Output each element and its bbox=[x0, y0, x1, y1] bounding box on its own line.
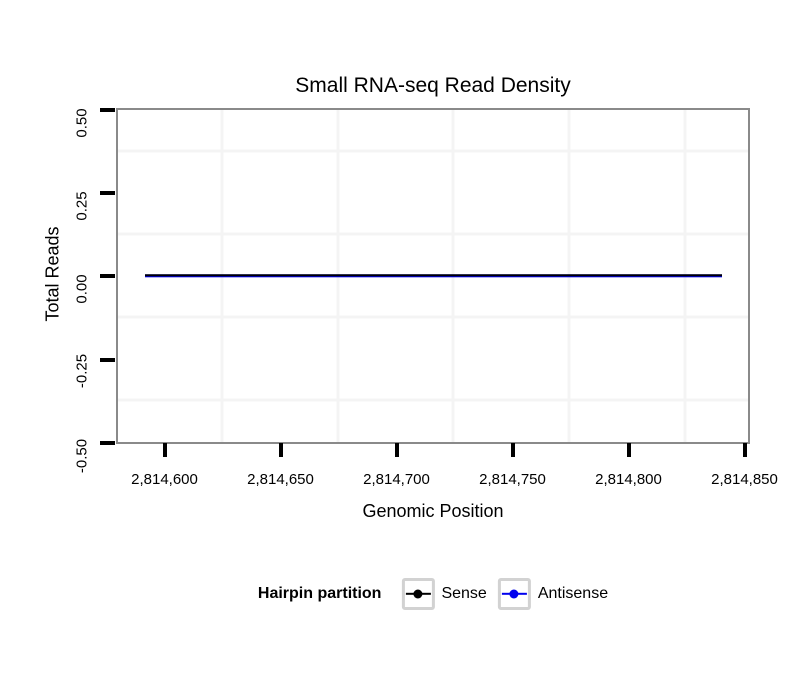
legend-label-antisense: Antisense bbox=[537, 585, 609, 602]
legend-key-sense bbox=[401, 578, 435, 610]
y-tick-label: 0.50 bbox=[73, 108, 91, 138]
x-tick bbox=[278, 443, 283, 457]
y-tick-label: -0.50 bbox=[73, 438, 91, 474]
y-tick-label: -0.25 bbox=[73, 353, 91, 389]
x-tick-label: 2,814,600 bbox=[131, 471, 198, 488]
gridline-horizontal bbox=[117, 149, 748, 153]
y-tick bbox=[100, 357, 115, 362]
x-tick-label: 2,814,650 bbox=[247, 471, 314, 488]
legend-label-sense: Sense bbox=[441, 585, 487, 602]
gridline-horizontal bbox=[117, 315, 748, 319]
plot-panel bbox=[115, 107, 750, 444]
sense-point-swatch-icon bbox=[413, 589, 423, 599]
x-tick bbox=[626, 443, 631, 457]
x-tick bbox=[510, 443, 515, 457]
series-line-sense bbox=[144, 274, 722, 277]
x-tick-label: 2,814,850 bbox=[711, 471, 778, 488]
x-tick-label: 2,814,700 bbox=[363, 471, 430, 488]
y-tick bbox=[100, 107, 115, 112]
y-tick-label: 0.00 bbox=[73, 274, 91, 304]
y-tick bbox=[100, 274, 115, 278]
legend-key-antisense bbox=[497, 578, 531, 610]
x-tick-label: 2,814,800 bbox=[595, 471, 662, 488]
x-tick bbox=[394, 443, 399, 457]
legend: Hairpin partition Sense Antisense bbox=[258, 578, 608, 610]
x-tick-label: 2,814,750 bbox=[479, 471, 546, 488]
y-tick-label: 0.25 bbox=[73, 191, 91, 221]
antisense-point-swatch-icon bbox=[509, 589, 519, 599]
gridline-horizontal bbox=[117, 398, 748, 402]
series-line-antisense bbox=[144, 273, 722, 278]
chart-title: Small RNA-seq Read Density bbox=[295, 74, 571, 97]
y-tick bbox=[100, 440, 115, 445]
gridline-horizontal bbox=[117, 232, 748, 236]
y-tick bbox=[100, 190, 115, 195]
x-tick bbox=[742, 443, 747, 457]
legend-title: Hairpin partition bbox=[257, 585, 382, 602]
x-axis-title: Genomic Position bbox=[362, 501, 504, 521]
y-axis-title: Total Reads bbox=[42, 226, 63, 322]
x-tick bbox=[162, 443, 167, 457]
